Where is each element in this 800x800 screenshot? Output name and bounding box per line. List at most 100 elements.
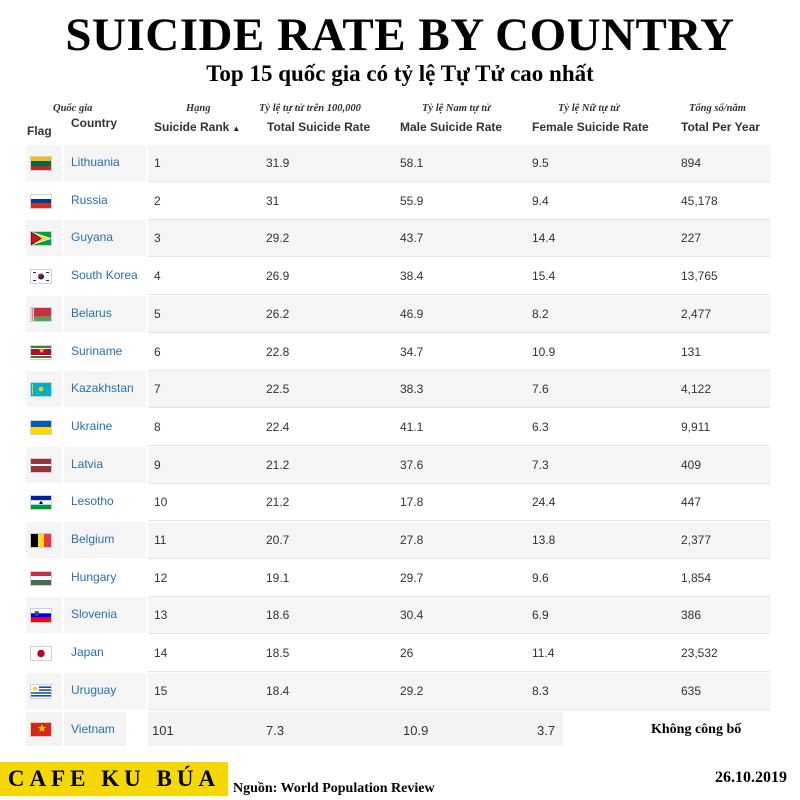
table-row: [148, 484, 770, 522]
cell-male: 29.7: [400, 570, 424, 585]
country-name[interactable]: Slovenia: [71, 607, 118, 622]
cell-male: 38.4: [400, 269, 424, 284]
country-name[interactable]: Belarus: [71, 305, 112, 320]
country-name[interactable]: Latvia: [71, 456, 104, 471]
cell-total: 18.4: [266, 683, 290, 698]
header-male-vi: Tỷ lệ Nam tự tử: [422, 103, 491, 114]
cell-total: 19.1: [266, 570, 290, 585]
cell-total: 29.2: [266, 231, 290, 246]
cell-rank: 14: [154, 646, 168, 661]
cell-rank: 4: [154, 269, 161, 284]
cell-rank: 9: [154, 457, 161, 472]
cell-male: 27.8: [400, 533, 424, 547]
country-cell: [64, 522, 146, 558]
cell-total: 22.5: [266, 382, 290, 397]
cell-female: 11.4: [532, 646, 555, 661]
vietnam-male: 10.9: [403, 723, 429, 738]
cell-female: 13.8: [532, 533, 556, 547]
header-male[interactable]: Tỷ lệ Nam tự tử Male Suicide Rate: [400, 102, 502, 135]
sort-ascending-icon[interactable]: ▲: [232, 124, 241, 133]
cell-male: 26: [400, 646, 414, 661]
country-name[interactable]: Lesotho: [71, 494, 114, 509]
table-row: [148, 446, 770, 484]
cell-total: 26.2: [266, 306, 290, 321]
header-female-en: Female Suicide Rate: [532, 120, 649, 134]
cell-female: 6.9: [532, 608, 549, 623]
header-country[interactable]: Quốc gia Country: [53, 102, 117, 131]
cell-male: 46.9: [400, 306, 424, 321]
cell-per-year: 386: [681, 608, 702, 623]
table-row: [148, 145, 770, 182]
flag-kazakhstan-icon: [30, 382, 52, 398]
flag-suriname-icon: ★: [30, 344, 52, 360]
vietnam-row: [148, 712, 563, 746]
flag-belgium-icon: [30, 533, 52, 548]
flag-japan-icon: [30, 646, 52, 662]
cell-female: 9.5: [532, 156, 549, 170]
vietnam-country[interactable]: Vietnam: [71, 722, 115, 736]
table-row: [148, 522, 770, 559]
cell-male: 55.9: [400, 193, 424, 208]
cell-female: 8.2: [532, 306, 549, 321]
country-cell: [64, 371, 146, 408]
cell-total: 31.9: [266, 156, 290, 170]
country-name[interactable]: Suriname: [71, 343, 123, 358]
cell-female: 15.4: [532, 269, 556, 284]
cell-rank: 15: [154, 683, 168, 698]
cell-per-year: 4,122: [681, 382, 712, 397]
flag-slovenia-icon: [30, 608, 52, 624]
cell-rank: 7: [154, 382, 161, 397]
cell-total: 18.5: [266, 646, 290, 661]
cell-rank: 13: [154, 608, 168, 623]
country-cell: [64, 446, 146, 483]
country-name[interactable]: Japan: [71, 645, 104, 660]
cell-rank: 10: [154, 495, 168, 510]
cell-female: 10.9: [532, 344, 556, 359]
cell-female: 7.6: [532, 382, 549, 397]
vietnam-per-year: Không công bố: [651, 722, 742, 737]
header-country-vi: Quốc gia: [53, 103, 93, 114]
cell-total: 22.8: [266, 344, 290, 359]
cell-per-year: 227: [681, 231, 702, 246]
table-row: [148, 295, 770, 333]
header-female[interactable]: Tỷ lệ Nữ tự tử Female Suicide Rate: [532, 102, 649, 135]
table-row: [148, 672, 770, 710]
flag-guyana-icon: [30, 231, 52, 247]
cell-female: 7.3: [532, 457, 549, 472]
table-row: [148, 334, 770, 371]
table-row: [148, 560, 770, 597]
header-rank[interactable]: Hạng Suicide Rank ▲: [154, 102, 240, 136]
table-row: [148, 258, 770, 296]
cell-female: 8.3: [532, 683, 549, 698]
flag-hungary-icon: [30, 570, 52, 586]
cell-male: 41.1: [400, 419, 424, 434]
cell-total: 26.9: [266, 269, 290, 284]
flag-latvia-icon: [30, 457, 52, 473]
country-name[interactable]: Uruguay: [71, 682, 117, 697]
country-name[interactable]: Hungary: [71, 569, 117, 584]
vietnam-female: 3.7: [537, 723, 556, 738]
header-male-en: Male Suicide Rate: [400, 120, 503, 134]
country-name[interactable]: Guyana: [71, 230, 114, 245]
country-name[interactable]: Russia: [71, 192, 108, 207]
header-total[interactable]: Tỷ lệ tự tử trên 100,000 Total Suicide R…: [259, 102, 370, 135]
cell-per-year: 13,765: [681, 269, 718, 284]
table-row: [148, 597, 770, 635]
header-per-year[interactable]: Tổng số/năm Total Per Year: [681, 102, 760, 135]
country-cell: [64, 672, 146, 709]
table-row: [148, 409, 770, 446]
country-name[interactable]: Ukraine: [71, 418, 113, 433]
page-subtitle: Top 15 quốc gia có tỷ lệ Tự Tử cao nhất: [206, 61, 594, 86]
header-total-vi: Tỷ lệ tự tử trên 100,000: [259, 103, 361, 114]
header-country-en: Country: [71, 116, 117, 130]
country-name[interactable]: South Korea: [71, 268, 138, 283]
country-name[interactable]: Kazakhstan: [71, 381, 134, 396]
cell-per-year: 45,178: [681, 193, 718, 208]
table-row: [148, 183, 770, 220]
flag-russia-icon: [30, 193, 52, 209]
country-name[interactable]: Lithuania: [71, 155, 120, 169]
country-name[interactable]: Belgium: [71, 532, 115, 546]
country-cell: [64, 220, 146, 257]
cell-per-year: 1,854: [681, 570, 712, 585]
cell-rank: 5: [154, 306, 161, 321]
